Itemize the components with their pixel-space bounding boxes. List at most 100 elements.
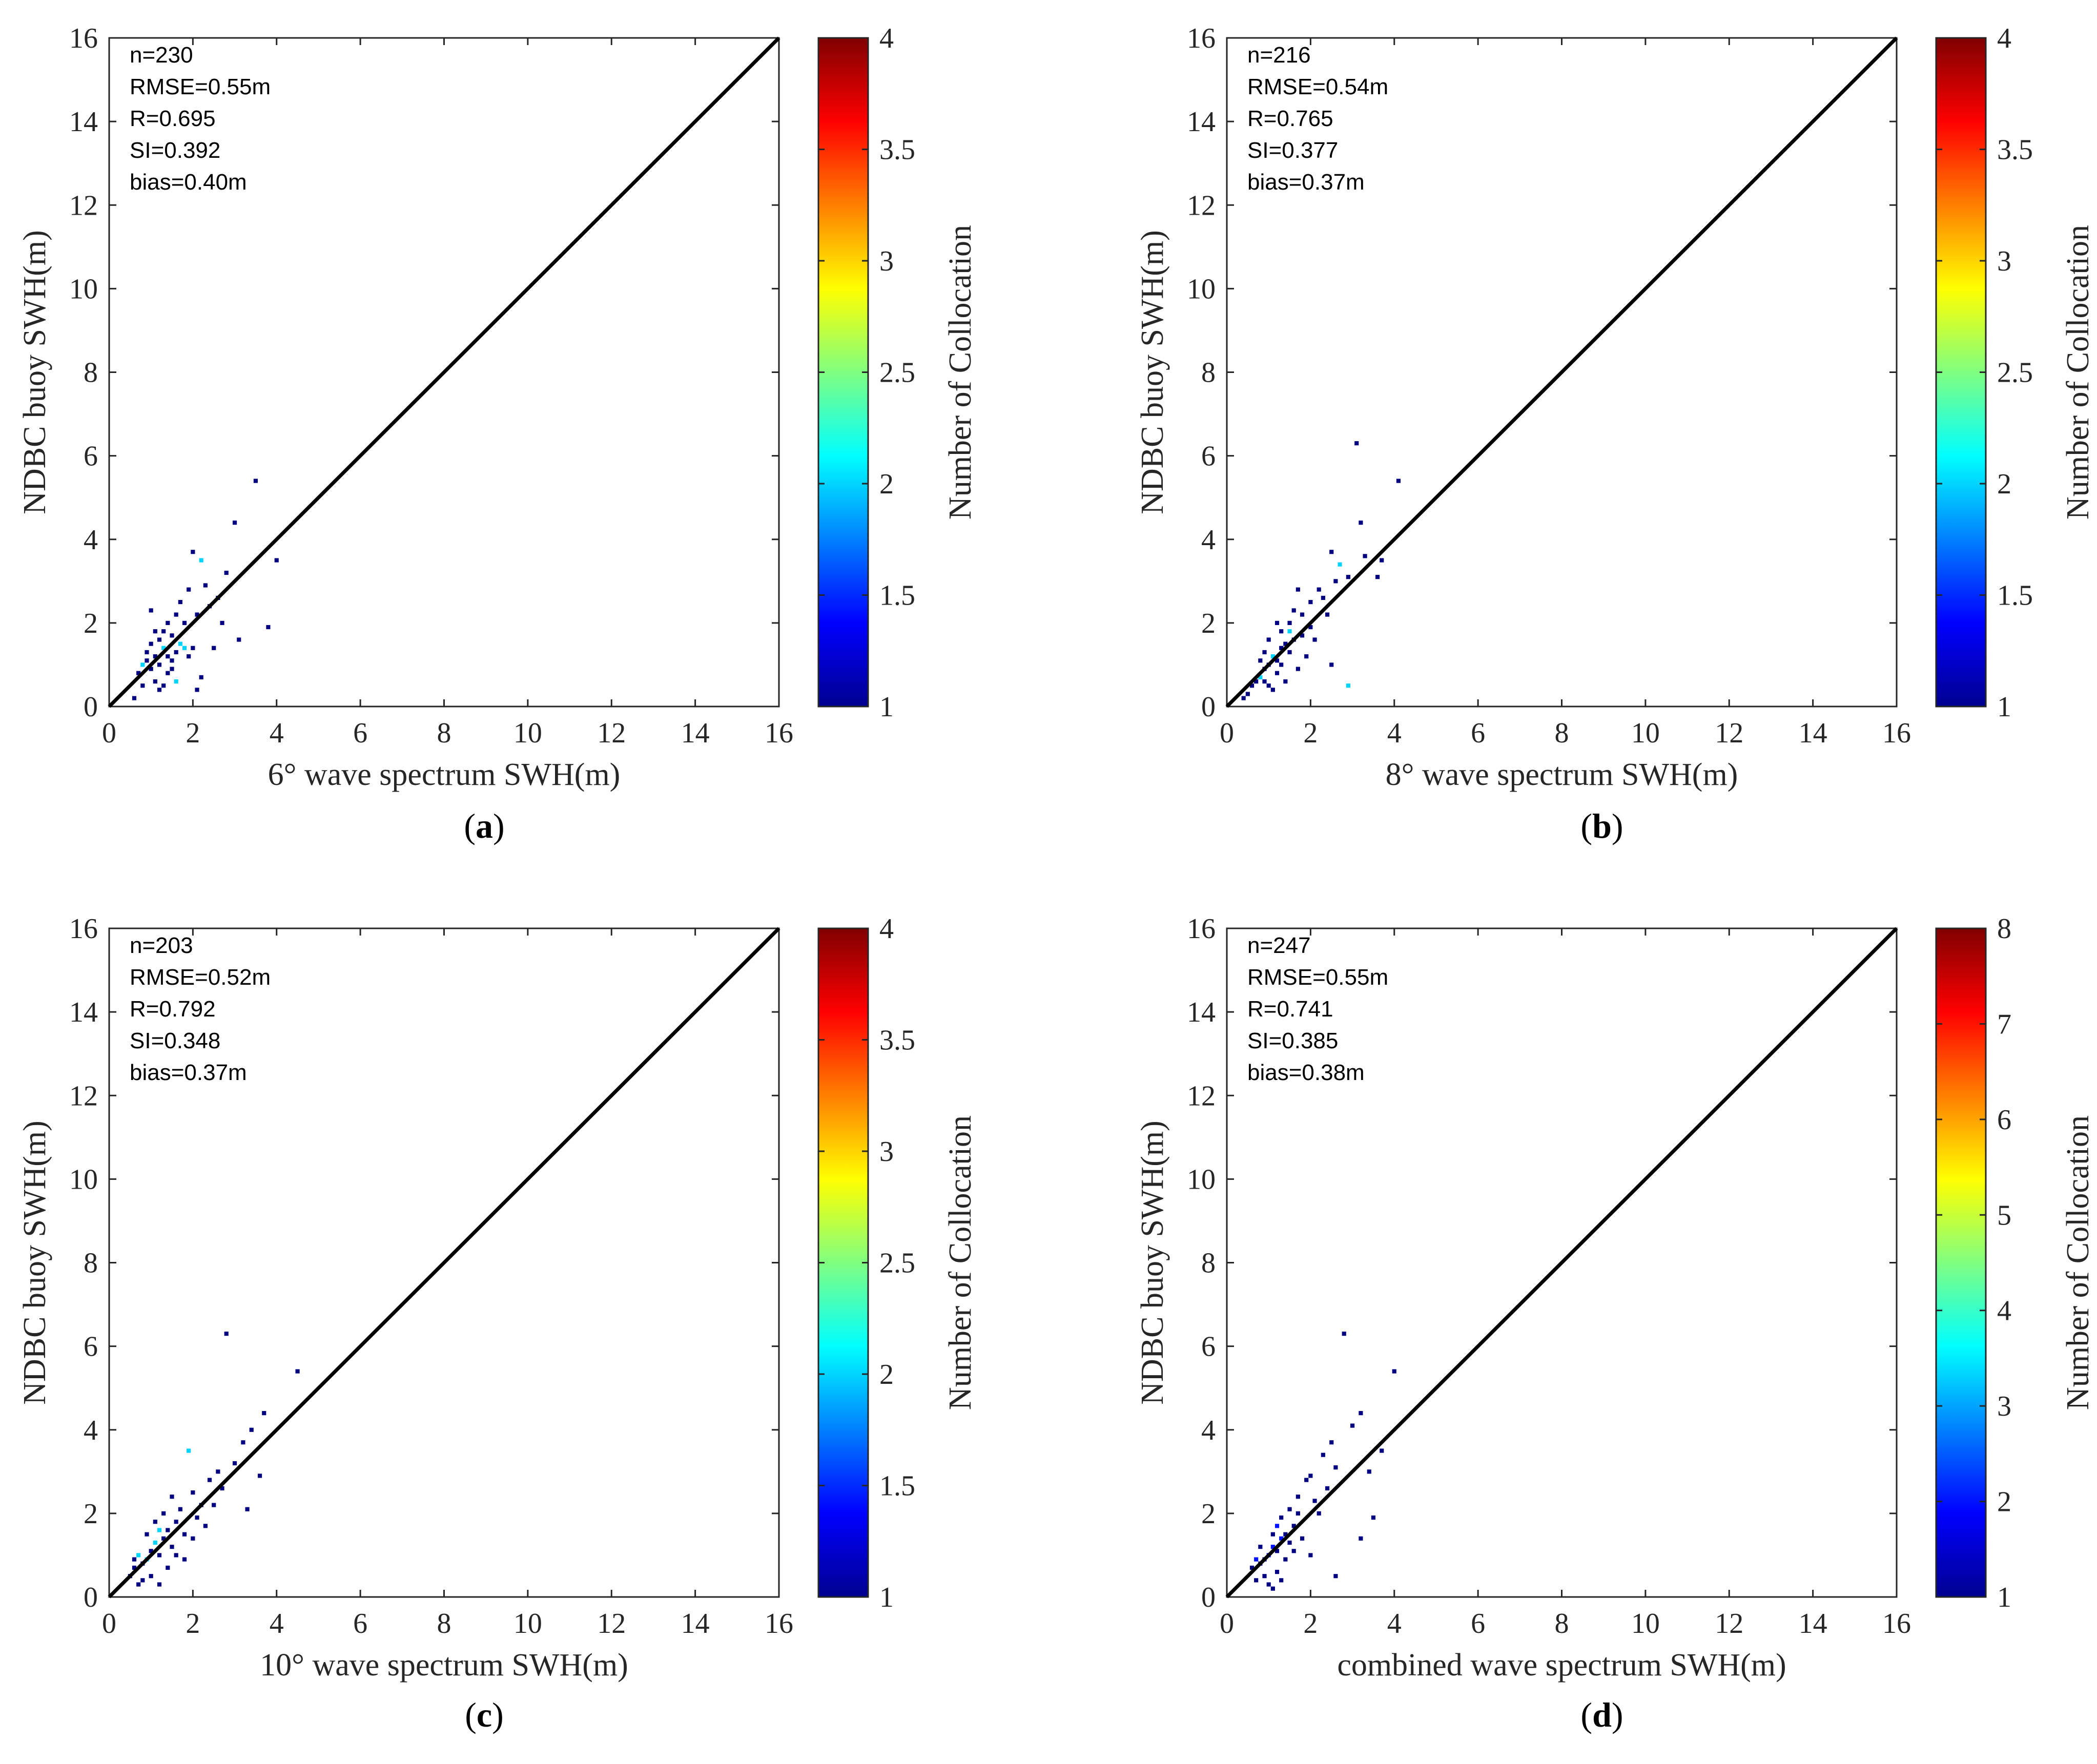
data-bin	[1274, 1524, 1280, 1528]
colorbar-tick-label: 1.5	[879, 1470, 915, 1502]
data-bin	[1363, 554, 1367, 558]
data-bin	[1375, 575, 1380, 579]
data-bin	[1308, 600, 1313, 605]
data-bin	[1279, 662, 1284, 667]
stat-line: SI=0.385	[1247, 1028, 1338, 1053]
x-tick-label: 4	[270, 1608, 284, 1640]
data-bin	[145, 658, 149, 663]
data-bin	[245, 1507, 250, 1511]
x-tick-label: 16	[765, 717, 793, 749]
panel-label: (c)	[465, 1695, 504, 1734]
x-tick-label: 2	[1303, 1608, 1318, 1640]
data-bin	[232, 1461, 237, 1466]
data-bin	[1359, 521, 1363, 525]
x-axis-label: 6° wave spectrum SWH(m)	[268, 757, 621, 792]
data-bin	[1274, 620, 1280, 625]
data-bin	[157, 1553, 162, 1558]
colorbar-tick-label: 2	[1997, 468, 2011, 500]
data-bin	[182, 1532, 187, 1537]
data-bin	[1308, 1553, 1313, 1558]
data-bin	[178, 641, 182, 646]
y-tick-label: 4	[84, 1415, 98, 1446]
data-bin	[1266, 1582, 1271, 1587]
data-bin	[1262, 1574, 1267, 1579]
x-tick-label: 4	[270, 717, 284, 749]
data-bin	[224, 1332, 229, 1336]
data-bin	[1287, 1507, 1292, 1511]
y-tick-label: 2	[1201, 608, 1216, 639]
y-axis-label: NDBC buoy SWH(m)	[1135, 230, 1170, 514]
data-bin	[1274, 658, 1280, 663]
data-bin	[170, 1545, 174, 1549]
data-bin	[187, 587, 191, 592]
data-bin	[153, 679, 157, 684]
colorbar-tick-label: 3	[1997, 1391, 2011, 1422]
x-tick-label: 14	[1799, 717, 1827, 749]
data-bin	[174, 1520, 178, 1524]
data-bin	[1321, 595, 1325, 600]
data-bin	[161, 646, 166, 650]
x-tick-label: 8	[1555, 1608, 1569, 1640]
data-bin	[1333, 1574, 1338, 1579]
data-bin	[145, 1532, 149, 1537]
data-bin	[170, 633, 174, 638]
stat-line: bias=0.37m	[130, 1060, 247, 1085]
y-tick-label: 8	[84, 1248, 98, 1279]
y-axis-label: NDBC buoy SWH(m)	[17, 1120, 52, 1405]
x-tick-label: 10	[513, 717, 542, 749]
data-bin	[195, 1515, 199, 1520]
stat-line: bias=0.38m	[1247, 1060, 1365, 1085]
x-axis-label: 10° wave spectrum SWH(m)	[260, 1648, 628, 1683]
data-bin	[153, 654, 157, 659]
x-tick-label: 0	[1220, 1608, 1234, 1640]
colorbar	[817, 927, 869, 1598]
y-tick-label: 4	[84, 524, 98, 556]
data-bin	[1329, 662, 1334, 667]
stat-line: n=230	[130, 43, 193, 68]
y-tick-label: 14	[1187, 106, 1216, 138]
data-bin	[161, 683, 166, 688]
x-tick-label: 14	[1799, 1608, 1827, 1640]
y-axis-label: NDBC buoy SWH(m)	[1135, 1120, 1170, 1405]
data-bin	[170, 667, 174, 671]
stat-line: SI=0.348	[130, 1028, 220, 1053]
data-bin	[253, 479, 258, 483]
data-bin	[191, 1536, 195, 1541]
colorbar-tick-label: 8	[1997, 913, 2011, 945]
data-bin	[170, 1495, 174, 1499]
y-tick-label: 6	[1201, 1331, 1216, 1363]
panel-letter: d	[1592, 1695, 1612, 1734]
data-bin	[1270, 688, 1275, 692]
y-tick-label: 10	[69, 273, 98, 305]
stat-line: n=203	[130, 933, 193, 958]
x-tick-label: 4	[1387, 717, 1402, 749]
data-bin	[149, 667, 153, 671]
data-bin	[1249, 1565, 1255, 1570]
panel-d: 0 2 4 6 8 10 12 14 160246810121416n=247RMSE=0.55…	[1135, 913, 2095, 1734]
x-tick-label: 10	[513, 1608, 542, 1640]
data-bin	[166, 671, 170, 675]
colorbar-tick-label: 5	[1997, 1199, 2011, 1231]
data-bin	[1258, 675, 1263, 679]
data-bin	[1291, 1524, 1296, 1528]
x-tick-label: 0	[102, 1608, 116, 1640]
x-tick-label: 12	[597, 1608, 626, 1640]
x-tick-label: 0	[102, 717, 116, 749]
stat-line: bias=0.40m	[130, 170, 247, 195]
data-bin	[207, 1478, 212, 1482]
data-bin	[153, 629, 157, 634]
data-bin	[145, 650, 149, 655]
data-bin	[1262, 679, 1267, 684]
colorbar-tick-label: 3	[1997, 245, 2011, 277]
data-bin	[1254, 1578, 1259, 1583]
x-tick-label: 2	[186, 1608, 200, 1640]
stat-line: R=0.765	[1247, 106, 1333, 131]
panel-letter: b	[1592, 806, 1612, 845]
data-bin	[161, 1511, 166, 1516]
data-bin	[220, 1486, 224, 1491]
stat-line: RMSE=0.55m	[130, 74, 271, 99]
data-bin	[1317, 1511, 1321, 1516]
y-tick-label: 10	[1187, 273, 1216, 305]
panel-a: 0 2 4 6 8 10 12 14 160246810121416n=230RMSE=0.55…	[17, 23, 978, 845]
data-bin	[274, 558, 279, 563]
